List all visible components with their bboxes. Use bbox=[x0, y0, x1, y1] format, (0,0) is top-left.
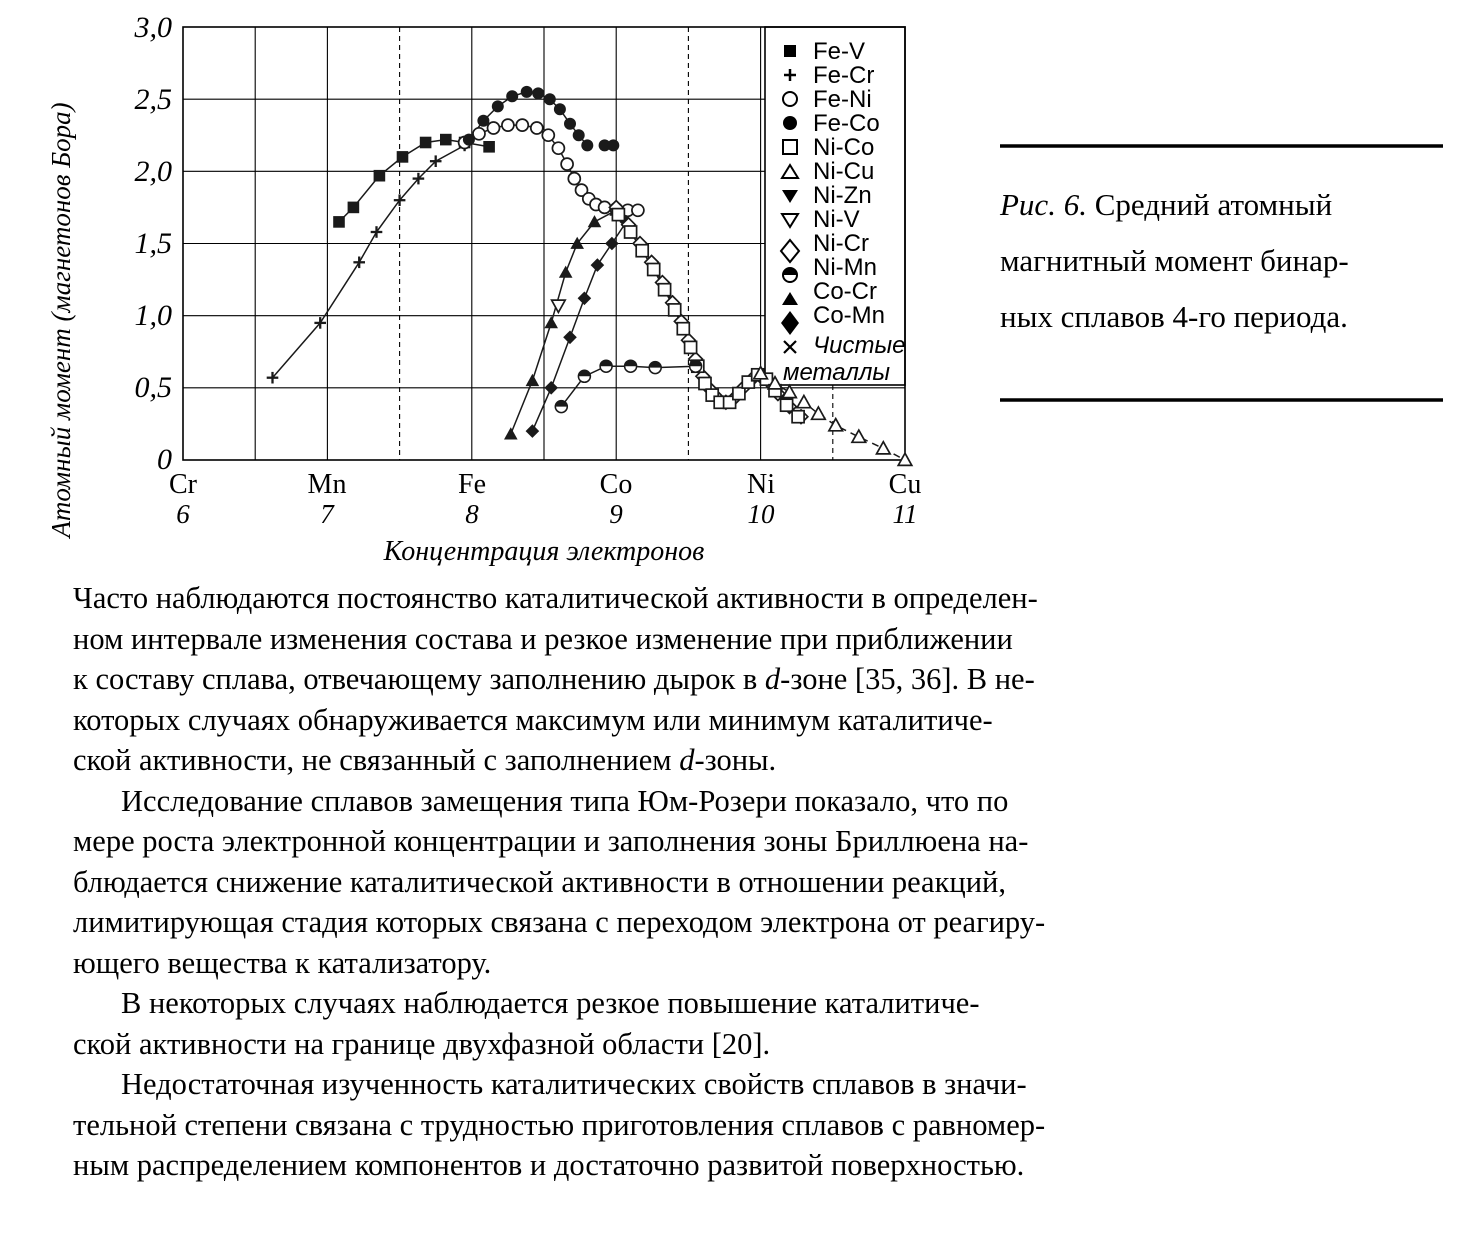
svg-text:Cu: Cu bbox=[889, 469, 922, 500]
svg-text:Fe-Co: Fe-Co bbox=[813, 110, 880, 137]
svg-text:9: 9 bbox=[609, 499, 623, 529]
svg-text:Ni-Cr: Ni-Cr bbox=[813, 230, 869, 257]
svg-text:11: 11 bbox=[893, 499, 918, 529]
svg-text:Атомный момент (магнетонов Бор: Атомный момент (магнетонов Бора) bbox=[46, 102, 76, 539]
svg-text:металлы: металлы bbox=[783, 359, 890, 386]
svg-text:3,0: 3,0 bbox=[134, 11, 173, 44]
svg-text:2,5: 2,5 bbox=[135, 83, 173, 116]
svg-text:Ni-Co: Ni-Co bbox=[813, 134, 874, 161]
svg-text:8: 8 bbox=[465, 499, 479, 529]
svg-text:2,0: 2,0 bbox=[135, 155, 173, 188]
svg-text:Рис. 6. Средний атомный: Рис. 6. Средний атомный bbox=[999, 187, 1332, 222]
svg-text:Ni-Mn: Ni-Mn bbox=[813, 254, 877, 281]
svg-text:Co-Cr: Co-Cr bbox=[813, 278, 877, 305]
svg-text:Co: Co bbox=[600, 469, 633, 500]
svg-text:Fe-V: Fe-V bbox=[813, 38, 865, 65]
svg-text:Cr: Cr bbox=[169, 469, 198, 500]
svg-text:Концентрация электронов: Концентрация электронов bbox=[383, 536, 705, 567]
svg-text:магнитный момент бинар-: магнитный момент бинар- bbox=[1000, 243, 1349, 278]
svg-text:1,5: 1,5 bbox=[135, 227, 173, 260]
svg-text:Ni: Ni bbox=[747, 469, 775, 500]
svg-text:Fe-Cr: Fe-Cr bbox=[813, 62, 874, 89]
svg-text:Ni-V: Ni-V bbox=[813, 206, 860, 233]
svg-text:Fe: Fe bbox=[458, 469, 486, 500]
svg-text:0,5: 0,5 bbox=[135, 371, 173, 404]
svg-text:Fe-Ni: Fe-Ni bbox=[813, 86, 872, 113]
svg-text:1,0: 1,0 bbox=[135, 299, 173, 332]
svg-text:Mn: Mn bbox=[308, 469, 347, 500]
svg-text:Co-Mn: Co-Mn bbox=[813, 302, 885, 329]
svg-text:Ni-Cu: Ni-Cu bbox=[813, 158, 874, 185]
svg-text:10: 10 bbox=[748, 499, 776, 529]
svg-text:6: 6 bbox=[176, 499, 190, 529]
svg-text:7: 7 bbox=[320, 499, 335, 529]
svg-text:Ni-Zn: Ni-Zn bbox=[813, 182, 872, 209]
svg-text:ных сплавов 4-го периода.: ных сплавов 4-го периода. bbox=[1000, 299, 1348, 334]
svg-text:Чистые: Чистые bbox=[813, 332, 906, 359]
